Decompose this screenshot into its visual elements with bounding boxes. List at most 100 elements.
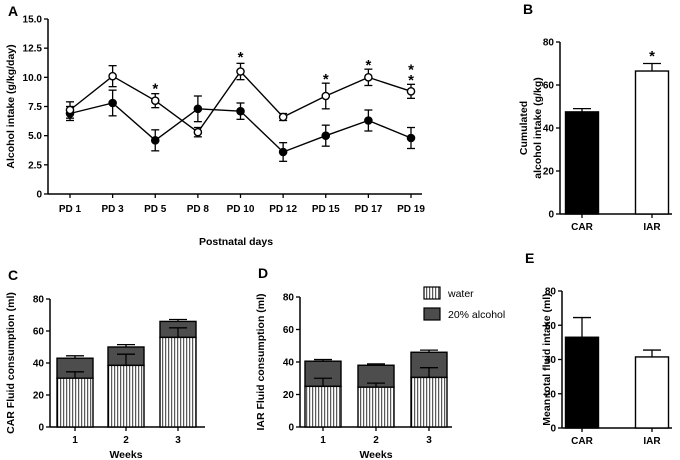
y-tick-label: 40 [543,124,555,135]
significance-star: * [649,48,655,65]
y-tick-label: 12.5 [23,44,43,55]
data-point-filled [406,133,416,143]
data-point-open [364,73,373,82]
y-tick-label: 0 [548,210,554,221]
x-tick-label: PD 1 [59,204,82,215]
y-axis-title: Mean total fluid intake (ml) [541,293,553,425]
bar-segment-water [357,386,395,428]
y-tick-label: 80 [543,38,555,49]
y-tick-label: 20 [283,390,295,401]
significance-star: * [408,62,414,79]
x-tick-label: IAR [643,436,661,447]
y-tick-label: 80 [545,287,557,298]
x-tick-label: PD 19 [397,204,425,215]
y-axis-title: CAR Fluid consumption (ml) [5,292,17,434]
data-point-open [65,105,75,115]
panel-label: B [523,1,533,17]
y-tick-label: 40 [283,358,295,369]
y-tick-label: 2.5 [28,160,42,171]
x-tick-label: IAR [643,222,661,233]
data-point-open [406,87,416,96]
x-axis-title: Weeks [359,449,392,460]
data-point-filled [236,106,245,116]
bar-segment-water [410,376,448,428]
y-tick-label: 20 [545,389,557,400]
y-tick-label: 0 [288,423,294,434]
y-tick-label: 15.0 [23,15,43,26]
legend-swatch-water [423,286,441,300]
x-tick-label: 3 [426,435,432,446]
bar-segment-water [56,377,94,428]
panel-label: E [525,250,534,266]
data-point-open [108,71,117,81]
x-tick-label: 3 [175,435,181,446]
data-point-open [236,67,245,76]
x-tick-label: PD 8 [187,204,210,215]
y-tick-label: 80 [33,295,45,306]
data-point-open [150,96,160,105]
data-point-filled [193,104,203,114]
data-point-filled [108,98,117,108]
panel-a: A 0 2.5 5.0 7.5 10.0 12.5 15.0 PD 1 PD 3 PD 5 PD 8 P… [5,3,425,248]
data-point-filled [150,136,160,145]
x-tick-label: PD 15 [312,204,340,215]
y-tick-label: 0 [38,423,44,434]
bar-car [564,111,600,215]
legend-label-alcohol: 20% alcohol [448,309,505,321]
y-tick-label: 10.0 [23,73,43,84]
y-tick-label: 60 [33,327,45,338]
data-point-open [321,91,331,101]
bar-car [564,336,600,429]
x-tick-label: 1 [72,435,78,446]
panel-b: B 0 20 40 60 80 CAR IAR * Cumulated alcohol intake… [518,1,672,233]
panel-label: C [8,267,18,283]
y-axis-title-line-2: alcohol intake (g/kg) [532,77,544,179]
data-point-filled [321,131,331,140]
y-tick-label: 20 [543,167,555,178]
y-tick-label: 5.0 [28,131,42,142]
panel-label: D [258,265,268,281]
bar-segment-water [159,336,197,428]
x-tick-label: CAR [571,436,593,447]
significance-star: * [323,71,329,88]
y-tick-label: 7.5 [28,102,42,113]
x-tick-label: 2 [123,435,129,446]
x-tick-label: CAR [571,222,593,233]
y-tick-label: 0 [36,190,42,201]
y-tick-label: 40 [33,359,45,370]
x-tick-label: 2 [373,435,379,446]
legend-label-water: water [447,288,474,300]
y-tick-label: 0 [550,424,556,435]
legend: water 20% alcohol [423,286,505,321]
x-axis-title: Postnatal days [199,236,273,248]
data-point-filled [364,116,373,125]
significance-star: * [238,49,244,66]
data-point-open [278,112,288,122]
bar-iar [634,70,670,215]
y-axis-title: Alcohol intake (g/kg/day) [5,44,17,168]
panel-c: C 0 20 40 60 80 1 2 3 CAR Fluid consumption (ml) W… [5,267,205,460]
data-point-filled [278,147,288,157]
x-tick-label: PD 10 [227,204,255,215]
y-axis-title: IAR Fluid consumption (ml) [255,293,267,430]
x-tick-label: PD 17 [354,204,382,215]
legend-swatch-alcohol [423,307,441,321]
significance-star: * [152,80,158,97]
y-tick-label: 20 [33,391,45,402]
x-tick-label: PD 3 [102,204,125,215]
y-tick-label: 40 [545,355,557,366]
y-tick-label: 80 [283,293,295,304]
y-axis-title-line-1: Cumulated [518,101,530,155]
significance-star: * [408,72,414,89]
x-tick-label: PD 12 [269,204,297,215]
significance-star: * [365,57,371,74]
data-point-open [193,127,203,137]
y-tick-label: 60 [543,81,555,92]
bar-iar [634,356,670,429]
bar-segment-water [304,385,342,428]
x-axis-title: Weeks [109,449,142,460]
panel-d: D 0 20 40 60 80 1 2 3 IAR Fluid consumption (ml) W… [255,265,505,460]
y-tick-label: 60 [283,325,295,336]
bar-segment-water [107,364,145,428]
